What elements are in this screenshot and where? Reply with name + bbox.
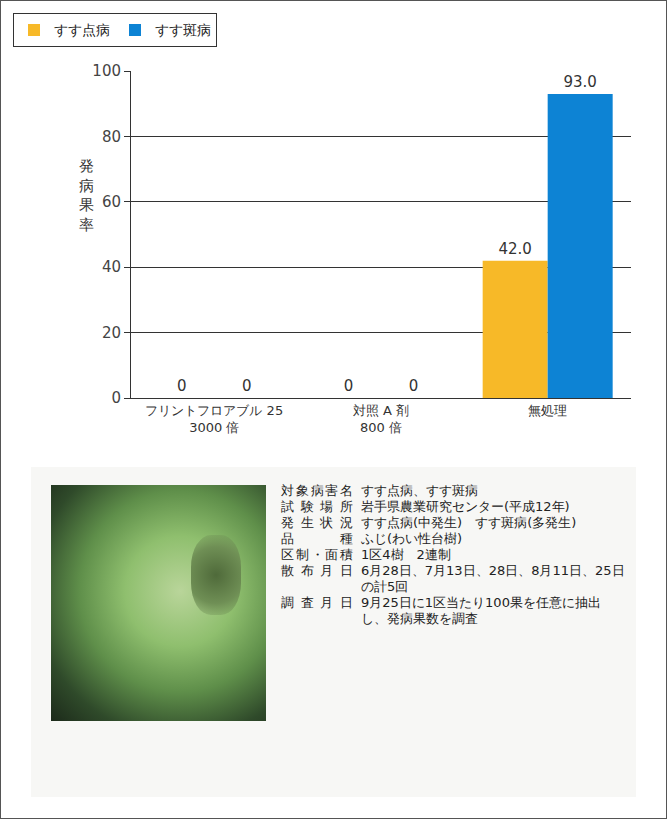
- svg-text:発病果率: 発病果率: [79, 157, 94, 234]
- html-text:品種: 品種: [281, 531, 353, 546]
- svg-text:すす点病: すす点病: [54, 22, 110, 38]
- html-text:発生状況: 発生状況: [281, 515, 353, 530]
- svg-text:すす斑病: すす斑病: [155, 22, 211, 38]
- html-text:散布月日: 散布月日: [281, 563, 353, 578]
- svg-text:0: 0: [177, 377, 187, 395]
- html-text:ふじ(わい性台樹): ふじ(わい性台樹): [361, 531, 463, 546]
- svg-text:80: 80: [102, 128, 121, 146]
- html-text:区制・面積: 区制・面積: [281, 547, 353, 562]
- svg-text:無処理: 無処理: [528, 403, 567, 418]
- svg-text:42.0: 42.0: [498, 240, 531, 258]
- svg-text:0: 0: [409, 377, 419, 395]
- svg-text:60: 60: [102, 193, 121, 211]
- svg-text:40: 40: [102, 258, 121, 276]
- svg-text:93.0: 93.0: [563, 73, 596, 91]
- svg-text:100: 100: [92, 62, 121, 80]
- svg-text:20: 20: [102, 324, 121, 342]
- svg-text:0: 0: [242, 377, 252, 395]
- html-text:岩手県農業研究センター(平成12年): 岩手県農業研究センター(平成12年): [361, 499, 570, 514]
- html-text:6月28日、7月13日、28日、8月11日、25日の計5回: 6月28日、7月13日、28日、8月11日、25日の計5回: [361, 563, 625, 594]
- svg-text:フリントフロアブル 253000 倍: フリントフロアブル 253000 倍: [145, 403, 283, 435]
- html-text:すす点病、すす斑病: すす点病、すす斑病: [361, 483, 478, 498]
- svg-text:対照 A 剤800 倍: 対照 A 剤800 倍: [353, 403, 409, 435]
- html-text:試験場所: 試験場所: [281, 499, 353, 514]
- html-text:9月25日に1区当たり100果を任意に抽出し、発病果数を調査: 9月25日に1区当たり100果を任意に抽出し、発病果数を調査: [361, 595, 601, 626]
- html-text:調査月日: 調査月日: [281, 595, 353, 610]
- html-text:対象病害名: 対象病害名: [281, 483, 353, 498]
- html-text:1区4樹 2連制: 1区4樹 2連制: [361, 547, 451, 562]
- html-text:すす点病(中発生) すす斑病(多発生): すす点病(中発生) すす斑病(多発生): [361, 515, 577, 530]
- svg-text:0: 0: [111, 389, 121, 407]
- svg-text:0: 0: [344, 377, 354, 395]
